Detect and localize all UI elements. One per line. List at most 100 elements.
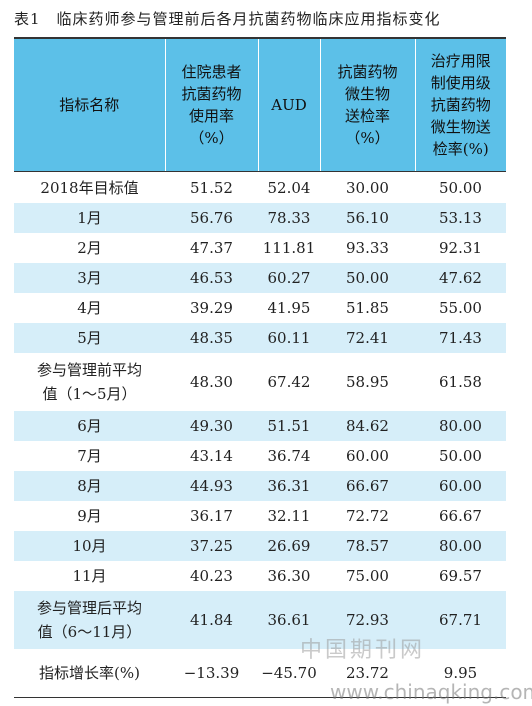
header-row: 指标名称 住院患者 抗菌药物 使用率 （%） AUD 抗菌药物 微生物 送检率 （%）… <box>14 37 506 172</box>
watermark-name: 中国期刊网 <box>300 638 426 663</box>
cell: 51.51 <box>258 411 320 441</box>
cell: 60.00 <box>346 447 389 465</box>
cell: 66.67 <box>320 471 415 501</box>
row-label: 10月 <box>14 531 165 561</box>
row-label: 1月 <box>14 203 165 233</box>
cell: 26.69 <box>258 531 320 561</box>
cell: 92.31 <box>439 239 482 257</box>
cell: 44.93 <box>165 471 258 501</box>
cell: 80.00 <box>415 531 506 561</box>
cell: −13.39 <box>165 649 258 698</box>
table-row: 参与管理后平均 值（6～11月） 41.84 36.61 72.93 67.71 <box>14 591 506 649</box>
cell: 49.30 <box>165 411 258 441</box>
row-label: 指标增长率(%) <box>14 649 165 698</box>
cell: 52.04 <box>267 178 311 197</box>
cell: 9.95 <box>415 649 506 698</box>
cell: −45.70 <box>258 649 320 698</box>
table-row: 7月 43.14 36.74 60.00 50.00 <box>14 441 506 471</box>
cell: 60.27 <box>258 263 320 293</box>
table-row: 9月 36.17 32.11 72.72 66.67 <box>14 501 506 531</box>
cell: 93.33 <box>346 239 389 257</box>
cell: 72.41 <box>320 323 415 353</box>
cell: 72.72 <box>346 507 389 525</box>
table-row: 2月 47.37 111.81 93.33 92.31 <box>14 233 506 263</box>
row-label: 3月 <box>14 263 165 293</box>
cell: 55.00 <box>439 299 482 317</box>
cell: 78.57 <box>320 531 415 561</box>
table-row: 8月 44.93 36.31 66.67 60.00 <box>14 471 506 501</box>
cell: 47.37 <box>190 239 233 257</box>
cell: 46.53 <box>165 263 258 293</box>
cell: 60.11 <box>258 323 320 353</box>
cell: 23.72 <box>320 649 415 698</box>
cell: 67.42 <box>267 373 311 391</box>
cell: 56.10 <box>320 203 415 233</box>
cell: 51.85 <box>346 299 389 317</box>
cell: 43.14 <box>190 447 233 465</box>
table-row: 2018年目标值 51.52 52.04 30.00 50.00 <box>14 172 506 204</box>
row-label: 6月 <box>14 411 165 441</box>
table-row: 10月 37.25 26.69 78.57 80.00 <box>14 531 506 561</box>
header-cell: 住院患者 抗菌药物 使用率 （%） <box>164 37 258 172</box>
cell: 36.30 <box>267 567 311 585</box>
row-label: 4月 <box>77 299 102 317</box>
watermark-url: www.chinaqking.com <box>330 680 532 704</box>
row-label: 2月 <box>77 239 102 257</box>
cell: 48.35 <box>165 323 258 353</box>
cell: 75.00 <box>346 567 389 585</box>
cell: 50.00 <box>320 263 415 293</box>
cell: 61.58 <box>439 373 482 391</box>
header-cell: AUD <box>257 37 320 172</box>
row-label: 参与管理后平均 值（6～11月） <box>14 591 165 649</box>
header-cell: 抗菌药物 微生物 送检率 （%） <box>319 37 415 172</box>
cell: 47.62 <box>415 263 506 293</box>
table-row: 指标增长率(%) −13.39 −45.70 23.72 9.95 <box>14 649 506 698</box>
cell: 67.71 <box>415 591 506 649</box>
row-label: 9月 <box>77 507 102 525</box>
row-label: 5月 <box>14 323 165 353</box>
row-label: 参与管理前平均 值（1～5月） <box>36 361 142 403</box>
cell: 58.95 <box>346 373 389 391</box>
cell: 40.23 <box>190 567 233 585</box>
table-row: 参与管理前平均 值（1～5月） 48.30 67.42 58.95 61.58 <box>14 353 506 411</box>
row-label: 11月 <box>72 567 107 585</box>
table-row: 11月 40.23 36.30 75.00 69.57 <box>14 561 506 591</box>
cell: 36.17 <box>190 507 233 525</box>
cell: 37.25 <box>165 531 258 561</box>
cell: 36.31 <box>258 471 320 501</box>
table-row: 3月 46.53 60.27 50.00 47.62 <box>14 263 506 293</box>
row-label: 2018年目标值 <box>40 178 139 197</box>
cell: 41.84 <box>165 591 258 649</box>
cell: 66.67 <box>439 507 482 525</box>
cell: 39.29 <box>190 299 233 317</box>
table-row: 6月 49.30 51.51 84.62 80.00 <box>14 411 506 441</box>
cell: 30.00 <box>346 178 389 197</box>
cell: 41.95 <box>267 299 311 317</box>
table-row: 4月 39.29 41.95 51.85 55.00 <box>14 293 506 323</box>
cell: 84.62 <box>320 411 415 441</box>
table-row: 5月 48.35 60.11 72.41 71.43 <box>14 323 506 353</box>
data-table: 指标名称 住院患者 抗菌药物 使用率 （%） AUD 抗菌药物 微生物 送检率 （%）… <box>14 37 506 698</box>
caption: 表1 临床药师参与管理前后各月抗菌药物临床应用指标变化 <box>14 10 441 28</box>
cell: 111.81 <box>262 239 316 257</box>
cell: 51.52 <box>190 178 233 197</box>
cell: 56.76 <box>165 203 258 233</box>
cell: 78.33 <box>258 203 320 233</box>
cell: 50.00 <box>439 447 482 465</box>
cell: 69.57 <box>439 567 482 585</box>
header-cell: 治疗用限 制使用级 抗菌药物 微生物送 检率(%) <box>414 37 506 172</box>
cell: 72.93 <box>320 591 415 649</box>
cell: 50.00 <box>439 178 482 197</box>
cell: 53.13 <box>415 203 506 233</box>
cell: 48.30 <box>190 373 233 391</box>
row-label: 8月 <box>14 471 165 501</box>
header-cell: 指标名称 <box>14 37 165 172</box>
cell: 60.00 <box>415 471 506 501</box>
cell: 80.00 <box>415 411 506 441</box>
cell: 36.61 <box>258 591 320 649</box>
cell: 36.74 <box>267 447 311 465</box>
table-row: 1月 56.76 78.33 56.10 53.13 <box>14 203 506 233</box>
row-label: 7月 <box>77 447 102 465</box>
cell: 32.11 <box>267 507 311 525</box>
